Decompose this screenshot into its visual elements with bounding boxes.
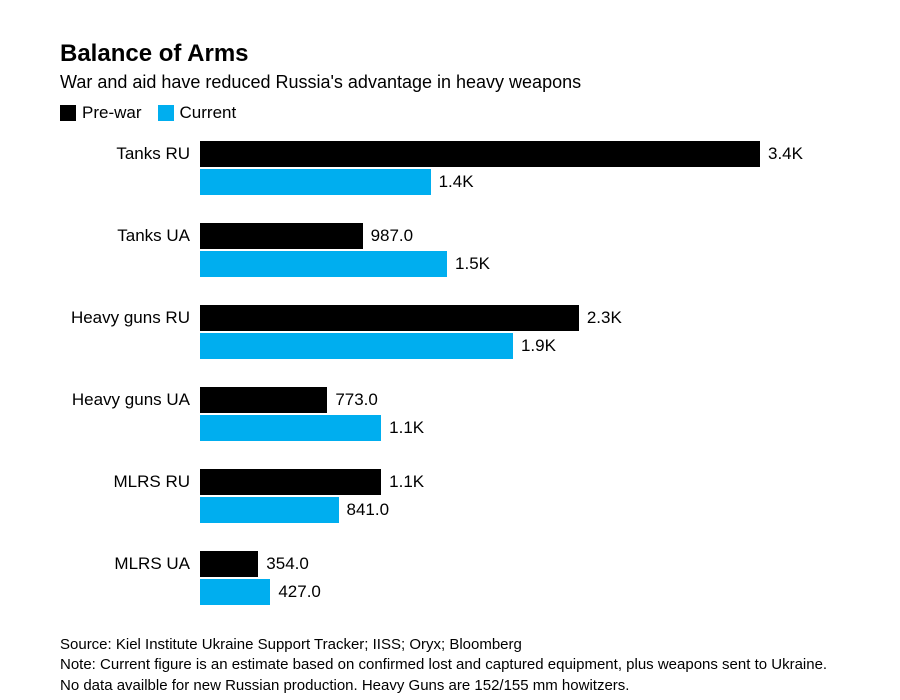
bar-track: 987.0: [200, 223, 840, 249]
bar-heavyguns_ru-prewar: [200, 305, 579, 331]
bar-row-mlrs_ru-current: 841.0: [60, 497, 840, 523]
category-label-heavyguns_ua: Heavy guns UA: [60, 390, 200, 410]
bar-value-tanks_ua-current: 1.5K: [447, 251, 490, 277]
bar-mlrs_ua-prewar: [200, 551, 258, 577]
bar-value-mlrs_ru-current: 841.0: [339, 497, 390, 523]
category-heavyguns_ua: Heavy guns UA 773.01.1K: [60, 387, 840, 441]
bar-mlrs_ru-current: [200, 497, 339, 523]
bar-track: 1.4K: [200, 169, 840, 195]
chart-source: Source: Kiel Institute Ukraine Support T…: [60, 635, 840, 655]
bar-tanks_ua-prewar: [200, 223, 363, 249]
bar-tanks_ua-current: [200, 251, 447, 277]
bar-value-heavyguns_ru-current: 1.9K: [513, 333, 556, 359]
bar-track: 1.9K: [200, 333, 840, 359]
bar-value-mlrs_ru-prewar: 1.1K: [381, 469, 424, 495]
bar-row-mlrs_ru-prewar: MLRS RU 1.1K: [60, 469, 840, 495]
category-mlrs_ua: MLRS UA 354.0427.0: [60, 551, 840, 605]
bar-row-tanks_ua-prewar: Tanks UA 987.0: [60, 223, 840, 249]
bar-row-heavyguns_ru-current: 1.9K: [60, 333, 840, 359]
bar-track: 1.1K: [200, 415, 840, 441]
bar-value-mlrs_ua-prewar: 354.0: [258, 551, 309, 577]
bar-row-mlrs_ua-prewar: MLRS UA 354.0: [60, 551, 840, 577]
bar-heavyguns_ua-prewar: [200, 387, 327, 413]
bar-row-heavyguns_ua-current: 1.1K: [60, 415, 840, 441]
legend: Pre-war Current: [60, 103, 840, 123]
bar-track: 1.5K: [200, 251, 840, 277]
bar-row-heavyguns_ru-prewar: Heavy guns RU 2.3K: [60, 305, 840, 331]
bar-row-tanks_ua-current: 1.5K: [60, 251, 840, 277]
chart-container: Balance of Arms War and aid have reduced…: [60, 40, 840, 696]
bar-heavyguns_ru-current: [200, 333, 513, 359]
bar-value-heavyguns_ua-prewar: 773.0: [327, 387, 378, 413]
legend-item-current: Current: [158, 103, 237, 123]
legend-item-prewar: Pre-war: [60, 103, 142, 123]
legend-label-current: Current: [180, 103, 237, 123]
bar-track: 354.0: [200, 551, 840, 577]
category-tanks_ua: Tanks UA 987.0 1.5K: [60, 223, 840, 277]
legend-swatch-prewar: [60, 105, 76, 121]
bar-row-mlrs_ua-current: 427.0: [60, 579, 840, 605]
chart-title: Balance of Arms: [60, 40, 840, 68]
category-label-tanks_ua: Tanks UA: [60, 226, 200, 246]
bar-track: 2.3K: [200, 305, 840, 331]
bar-value-tanks_ru-prewar: 3.4K: [760, 141, 803, 167]
legend-label-prewar: Pre-war: [82, 103, 142, 123]
category-label-tanks_ru: Tanks RU: [60, 144, 200, 164]
bar-tanks_ru-prewar: [200, 141, 760, 167]
bar-mlrs_ua-current: [200, 579, 270, 605]
bar-track: 427.0: [200, 579, 840, 605]
bar-value-heavyguns_ua-current: 1.1K: [381, 415, 424, 441]
bar-value-heavyguns_ru-prewar: 2.3K: [579, 305, 622, 331]
category-tanks_ru: Tanks RU 3.4K 1.4K: [60, 141, 840, 195]
bar-track: 773.0: [200, 387, 840, 413]
bar-row-tanks_ru-prewar: Tanks RU 3.4K: [60, 141, 840, 167]
bar-value-mlrs_ua-current: 427.0: [270, 579, 321, 605]
category-heavyguns_ru: Heavy guns RU 2.3K 1.9K: [60, 305, 840, 359]
legend-swatch-current: [158, 105, 174, 121]
category-label-mlrs_ua: MLRS UA: [60, 554, 200, 574]
category-label-heavyguns_ru: Heavy guns RU: [60, 308, 200, 328]
chart-subtitle: War and aid have reduced Russia's advant…: [60, 72, 840, 93]
bar-mlrs_ru-prewar: [200, 469, 381, 495]
bar-row-tanks_ru-current: 1.4K: [60, 169, 840, 195]
bar-track: 3.4K: [200, 141, 840, 167]
chart-footer: Source: Kiel Institute Ukraine Support T…: [60, 635, 840, 696]
bar-track: 1.1K: [200, 469, 840, 495]
bar-value-tanks_ua-prewar: 987.0: [363, 223, 414, 249]
chart-note: Note: Current figure is an estimate base…: [60, 655, 840, 696]
category-mlrs_ru: MLRS RU 1.1K841.0: [60, 469, 840, 523]
category-label-mlrs_ru: MLRS RU: [60, 472, 200, 492]
chart-plot-area: Tanks RU 3.4K 1.4K Tanks UA 987.0 1.5K Heavy g…: [60, 141, 840, 605]
bar-heavyguns_ua-current: [200, 415, 381, 441]
bar-row-heavyguns_ua-prewar: Heavy guns UA 773.0: [60, 387, 840, 413]
bar-track: 841.0: [200, 497, 840, 523]
bar-value-tanks_ru-current: 1.4K: [431, 169, 474, 195]
bar-tanks_ru-current: [200, 169, 431, 195]
